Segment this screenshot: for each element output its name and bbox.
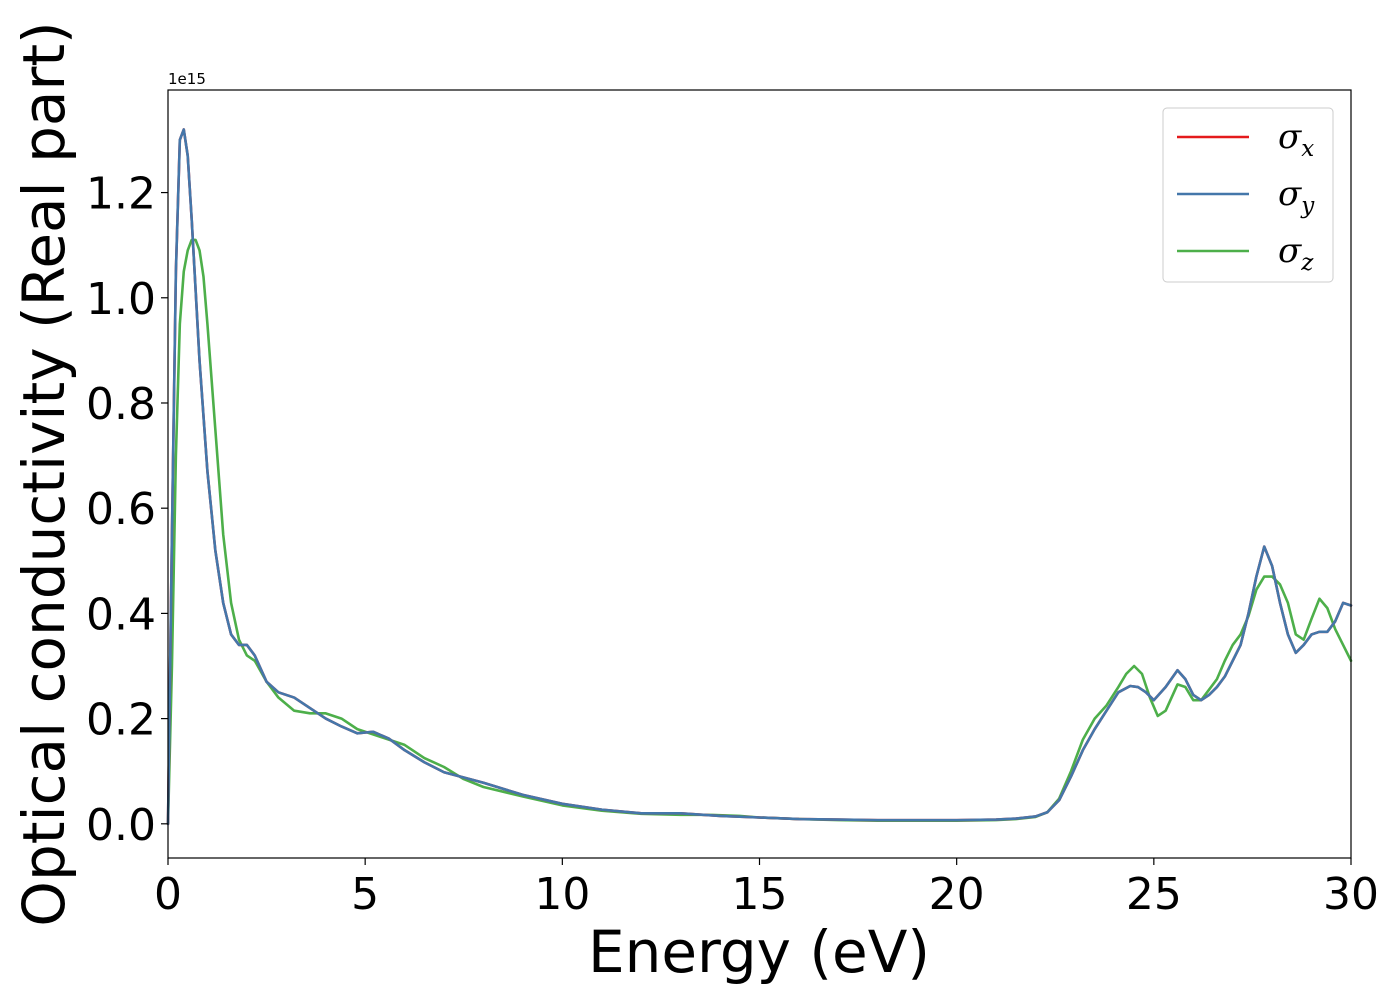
x-axis-label: Energy (eV): [588, 918, 930, 986]
legend-label-z: σz: [1278, 231, 1314, 276]
x-tick-label: 5: [351, 869, 379, 920]
y-tick-label: 0.0: [86, 800, 156, 851]
y-tick-label: 1.0: [86, 274, 156, 325]
plot-background: [168, 90, 1351, 858]
legend-label-base: σ: [1278, 231, 1302, 271]
series-layer: [166, 128, 1353, 826]
y-axis: 0.0 0.2 0.4 0.6 0.8 1.0 1.2: [86, 169, 168, 851]
series-line-y: [166, 128, 1353, 826]
y-tick-label: 0.8: [86, 379, 156, 430]
x-tick-label: 15: [732, 869, 788, 920]
legend-label-base: σ: [1278, 174, 1302, 214]
x-tick-label: 25: [1126, 869, 1182, 920]
y-tick-label: 0.6: [86, 484, 156, 535]
y-tick-label: 1.2: [86, 169, 156, 220]
x-axis: 0 5 10 15 20 25 30: [154, 858, 1379, 920]
legend-label-subscript: x: [1301, 136, 1314, 162]
x-tick-label: 30: [1323, 869, 1379, 920]
legend-label-subscript: y: [1300, 193, 1315, 219]
legend-label-base: σ: [1278, 117, 1302, 157]
x-tick-label: 0: [154, 869, 182, 920]
x-tick-label: 20: [929, 869, 985, 920]
x-tick-label: 10: [534, 869, 590, 920]
y-tick-label: 0.2: [86, 695, 156, 746]
y-offset-label: 1e15: [168, 70, 206, 88]
y-axis-label: Optical conductivity (Real part): [10, 21, 78, 926]
legend-label-x: σx: [1278, 117, 1314, 162]
legend-label-y: σy: [1278, 174, 1315, 219]
y-tick-label: 0.4: [86, 589, 156, 640]
legend-label-subscript: z: [1300, 250, 1314, 276]
